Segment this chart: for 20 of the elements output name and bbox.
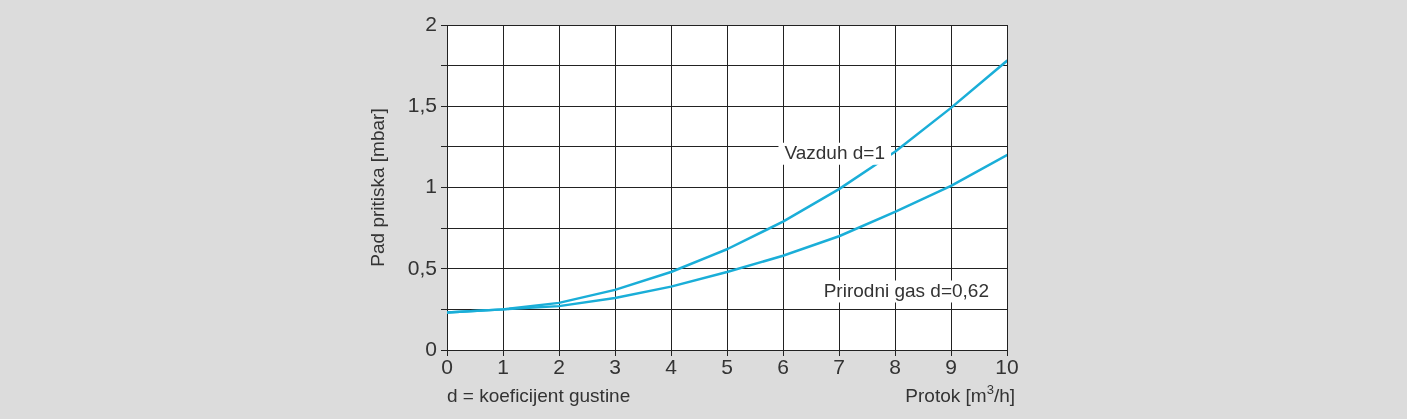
- x-tick-label: 9: [945, 355, 957, 379]
- text: d = koeficijent gustine: [447, 385, 631, 407]
- series-label: Prirodni gas d=0,62: [823, 279, 990, 301]
- y-tick-label: 1,5: [407, 93, 437, 117]
- x-tick-label: 10: [995, 355, 1019, 379]
- y-axis-title: Pad pritiska [mbar]: [366, 108, 388, 267]
- series-label: Vazduh d=1: [784, 141, 886, 163]
- x-tick-label: 1: [497, 355, 509, 379]
- x-tick-label: 5: [721, 355, 733, 379]
- x-tick-label: 7: [833, 355, 845, 379]
- x-tick-label: 0: [441, 355, 453, 379]
- x-tick-label: 8: [889, 355, 901, 379]
- y-tick-label: 1: [425, 174, 437, 198]
- x-tick-label: 3: [609, 355, 621, 379]
- x-tick-label: 6: [777, 355, 789, 379]
- y-tick-label: 0: [425, 336, 437, 360]
- y-tick-label: 2: [425, 11, 437, 35]
- x-tick-label: 2: [553, 355, 565, 379]
- y-tick-label: 0,5: [407, 255, 437, 279]
- x-tick-label: 4: [665, 355, 678, 379]
